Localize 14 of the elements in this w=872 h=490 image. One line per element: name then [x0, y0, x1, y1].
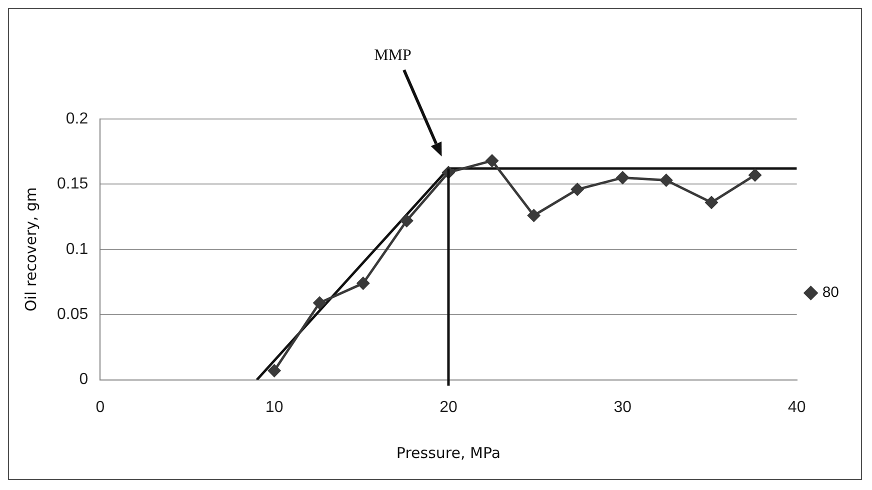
legend-label: 80 — [822, 284, 840, 302]
x-axis-title: Pressure, MPa — [396, 444, 501, 462]
text: MMP — [374, 47, 412, 64]
y-tick-label: 0.2 — [66, 110, 88, 128]
x-tick-label: 20 — [440, 398, 458, 416]
y-axis-title: Oil recovery, gm — [22, 187, 40, 312]
y-tick-label: 0.15 — [57, 176, 88, 193]
x-tick-label: 30 — [614, 398, 632, 416]
y-tick-label: 0 — [79, 371, 88, 388]
x-tick-label: 10 — [265, 398, 284, 416]
x-tick-label: 0 — [96, 398, 105, 416]
y-tick-label: 0.1 — [66, 240, 88, 258]
x-tick-label: 40 — [788, 398, 806, 416]
y-tick-label: 0.05 — [57, 306, 88, 324]
